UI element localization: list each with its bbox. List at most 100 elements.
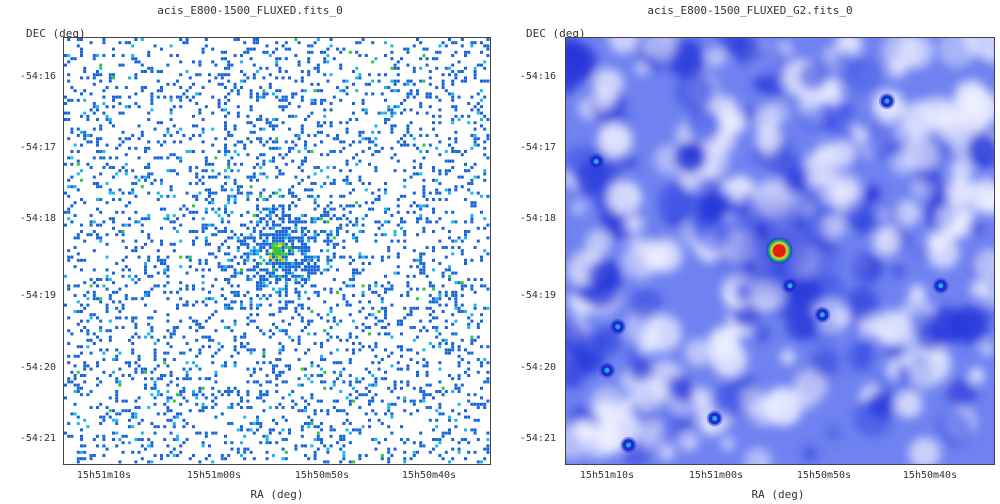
count-pixel	[291, 236, 295, 240]
count-pixel	[384, 41, 387, 45]
count-pixel	[352, 386, 355, 390]
count-pixel	[438, 140, 442, 144]
count-pixel	[454, 150, 458, 153]
count-pixel	[131, 412, 135, 416]
count-pixel	[464, 409, 467, 413]
count-pixel	[320, 89, 323, 93]
count-pixel	[483, 306, 487, 310]
count-pixel	[412, 338, 416, 342]
count-pixel	[342, 246, 346, 249]
count-pixel	[96, 223, 99, 227]
count-pixel	[419, 386, 423, 390]
count-pixel	[281, 44, 285, 48]
count-pixel	[387, 447, 391, 451]
count-pixel	[300, 233, 304, 237]
count-pixel	[208, 297, 211, 301]
count-pixel	[96, 335, 99, 339]
count-pixel	[249, 130, 253, 134]
count-pixel	[428, 95, 432, 99]
count-pixel	[89, 214, 93, 217]
count-pixel	[374, 137, 378, 141]
count-pixel	[227, 198, 231, 201]
heatmap-image[interactable]	[64, 38, 490, 464]
count-pixel	[374, 316, 378, 320]
count-pixel	[348, 431, 352, 435]
count-pixel	[140, 185, 144, 189]
count-pixel	[265, 236, 269, 240]
count-pixel	[278, 265, 282, 269]
count-pixel	[144, 447, 147, 451]
count-pixel	[144, 242, 147, 246]
count-pixel	[150, 316, 154, 320]
count-pixel	[384, 316, 387, 320]
count-pixel	[278, 236, 282, 240]
count-pixel	[240, 428, 243, 432]
count-pixel	[118, 316, 122, 320]
count-pixel	[406, 274, 410, 278]
count-pixel	[473, 418, 477, 422]
count-pixel	[160, 457, 163, 461]
count-pixel	[121, 111, 125, 115]
count-pixel	[473, 134, 477, 137]
count-pixel	[275, 207, 279, 211]
count-pixel	[316, 166, 320, 169]
count-pixel	[300, 274, 304, 278]
count-pixel	[268, 281, 272, 285]
count-pixel	[268, 380, 272, 384]
count-pixel	[252, 130, 256, 134]
count-pixel	[256, 137, 259, 141]
count-pixel	[406, 210, 410, 214]
count-pixel	[304, 214, 307, 217]
count-pixel	[323, 300, 327, 304]
count-pixel	[419, 271, 423, 275]
count-pixel	[211, 313, 215, 317]
count-pixel	[278, 287, 282, 291]
count-pixel	[467, 399, 471, 403]
count-pixel	[419, 150, 423, 153]
count-pixel	[86, 140, 90, 144]
count-pixel	[284, 105, 288, 109]
count-pixel	[326, 319, 330, 323]
count-pixel	[112, 47, 115, 51]
count-pixel	[332, 182, 336, 185]
count-pixel	[243, 434, 247, 438]
count-pixel	[201, 335, 205, 339]
count-pixel	[243, 415, 247, 419]
count-pixel	[246, 406, 250, 409]
count-pixel	[300, 98, 304, 102]
count-pixel	[348, 383, 352, 387]
count-pixel	[249, 89, 253, 93]
count-pixel	[268, 217, 272, 221]
count-pixel	[364, 188, 368, 192]
count-pixel	[393, 105, 397, 109]
count-pixel	[432, 169, 435, 173]
count-pixel	[188, 76, 192, 80]
count-pixel	[268, 124, 272, 128]
count-pixel	[96, 105, 99, 109]
count-pixel	[419, 41, 423, 45]
heatmap-image[interactable]	[566, 38, 994, 464]
count-pixel	[300, 258, 304, 262]
count-pixel	[262, 143, 266, 147]
count-pixel	[435, 390, 439, 393]
count-pixel	[153, 354, 157, 358]
count-pixel	[80, 230, 83, 233]
count-pixel	[268, 214, 272, 217]
count-pixel	[252, 73, 256, 77]
count-pixel	[265, 50, 269, 54]
count-pixel	[99, 73, 103, 77]
count-pixel	[272, 92, 275, 96]
count-pixel	[288, 207, 291, 211]
count-pixel	[169, 54, 173, 57]
count-pixel	[483, 249, 487, 253]
count-pixel	[249, 233, 253, 237]
count-pixel	[278, 57, 282, 61]
count-pixel	[195, 172, 199, 176]
count-pixel	[304, 143, 307, 147]
count-pixel	[297, 220, 301, 224]
count-pixel	[227, 303, 231, 307]
count-pixel	[451, 457, 455, 461]
count-pixel	[486, 252, 490, 256]
count-pixel	[300, 169, 304, 173]
count-pixel	[352, 278, 355, 281]
